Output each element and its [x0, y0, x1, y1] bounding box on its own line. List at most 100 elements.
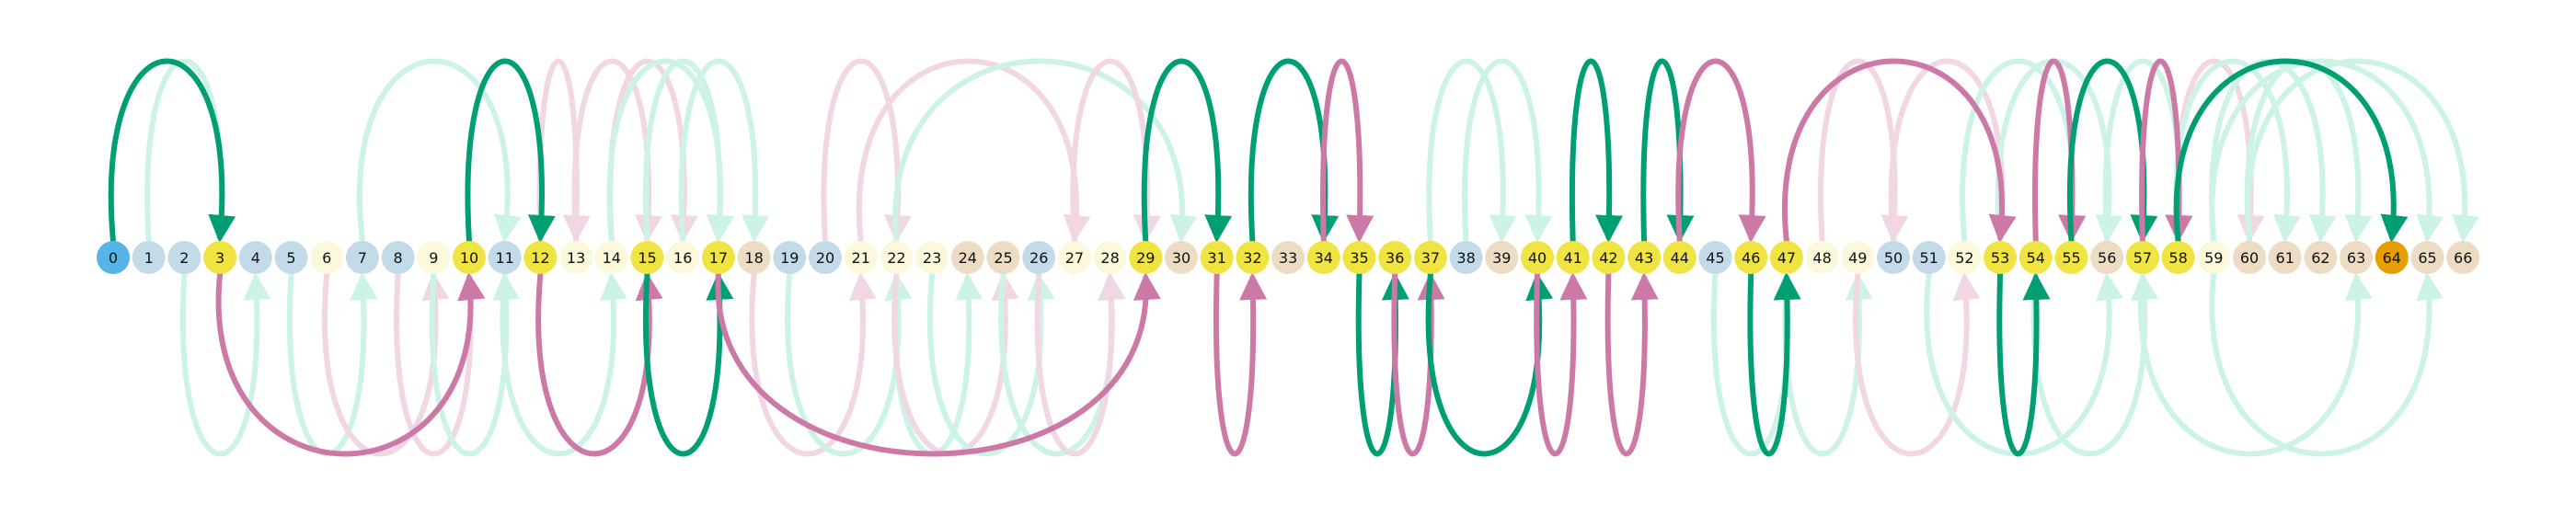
node-41: 41 — [1556, 241, 1590, 274]
node-14-circle — [594, 241, 628, 274]
node-45-circle — [1698, 241, 1732, 274]
node-61-label: 61 — [2276, 249, 2294, 267]
node-43-label: 43 — [1635, 249, 1653, 267]
edge-44-to-46-path — [1675, 58, 1766, 244]
edge-47-to-49-faint — [1782, 271, 1873, 457]
edge-26-to-28-faint — [1034, 271, 1126, 457]
node-45: 45 — [1698, 241, 1732, 274]
node-36-label: 36 — [1386, 249, 1404, 267]
node-35: 35 — [1342, 241, 1376, 274]
node-19-circle — [773, 241, 807, 274]
node-4-label: 4 — [251, 249, 260, 267]
edge-59-to-65-faint — [2209, 58, 2444, 244]
edge-15-to-17-path — [643, 271, 734, 457]
edge-10-to-12-path — [465, 58, 556, 244]
node-55-circle — [2054, 241, 2088, 274]
node-2: 2 — [167, 241, 201, 274]
node-50-label: 50 — [1884, 249, 1903, 267]
node-36-circle — [1378, 241, 1412, 274]
node-29-label: 29 — [1136, 249, 1155, 267]
node-54: 54 — [2018, 241, 2053, 274]
node-57-label: 57 — [2133, 249, 2152, 267]
node-58: 58 — [2161, 241, 2195, 274]
node-12: 12 — [523, 241, 558, 274]
node-7-label: 7 — [358, 249, 367, 267]
node-56: 56 — [2090, 241, 2124, 274]
node-9-circle — [417, 241, 451, 274]
node-10: 10 — [453, 241, 486, 274]
node-57-circle — [2125, 241, 2159, 274]
node-25-circle — [986, 241, 1020, 274]
node-42-label: 42 — [1599, 249, 1617, 267]
node-14-label: 14 — [603, 249, 621, 267]
edge-3-to-10-path — [215, 271, 486, 457]
node-65-circle — [2410, 241, 2444, 274]
node-51: 51 — [1912, 241, 1946, 274]
node-66-label: 66 — [2454, 249, 2472, 267]
node-13-label: 13 — [567, 249, 585, 267]
node-48-label: 48 — [1812, 249, 1831, 267]
node-0-label: 0 — [109, 249, 118, 267]
node-17-label: 17 — [709, 249, 728, 267]
node-63-circle — [2340, 241, 2374, 274]
node-60-label: 60 — [2240, 249, 2259, 267]
node-4: 4 — [238, 241, 272, 274]
edge-20-to-22-faint — [821, 58, 912, 244]
node-22-circle — [880, 241, 914, 274]
node-0: 0 — [97, 241, 130, 274]
edge-46-to-47-path — [1747, 271, 1801, 457]
node-7: 7 — [345, 241, 379, 274]
edge-59-to-65-faint — [2209, 271, 2444, 457]
node-6: 6 — [310, 241, 344, 274]
node-55: 55 — [2054, 241, 2088, 274]
node-62-circle — [2304, 241, 2338, 274]
node-35-label: 35 — [1350, 249, 1368, 267]
edge-38-to-40-faint — [1462, 58, 1553, 244]
node-15-circle — [630, 241, 664, 274]
node-5-label: 5 — [286, 249, 295, 267]
node-29: 29 — [1129, 241, 1163, 274]
node-50-circle — [1877, 241, 1910, 274]
node-11-label: 11 — [496, 249, 514, 267]
node-49-label: 49 — [1848, 249, 1867, 267]
faint-edges-layer — [144, 58, 2479, 457]
node-59-circle — [2197, 241, 2231, 274]
node-24-label: 24 — [959, 249, 977, 267]
node-44: 44 — [1662, 241, 1696, 274]
node-33-circle — [1271, 241, 1305, 274]
node-25-label: 25 — [994, 249, 1012, 267]
node-50: 50 — [1877, 241, 1910, 274]
node-37-circle — [1413, 241, 1447, 274]
node-1: 1 — [132, 241, 166, 274]
node-20-label: 20 — [816, 249, 834, 267]
node-6-circle — [310, 241, 344, 274]
node-28: 28 — [1093, 241, 1127, 274]
node-9: 9 — [417, 241, 451, 274]
node-54-label: 54 — [2027, 249, 2045, 267]
edge-32-to-34-path — [1248, 58, 1340, 244]
edge-40-to-41-path — [1534, 271, 1588, 457]
node-60: 60 — [2233, 241, 2266, 274]
edge-17-to-29-path — [715, 271, 1161, 457]
node-60-circle — [2233, 241, 2266, 274]
node-41-circle — [1556, 241, 1590, 274]
node-38-label: 38 — [1456, 249, 1475, 267]
node-47-circle — [1769, 241, 1803, 274]
node-10-label: 10 — [460, 249, 478, 267]
node-30-circle — [1165, 241, 1198, 274]
node-59-label: 59 — [2204, 249, 2223, 267]
node-21: 21 — [844, 241, 878, 274]
node-65-label: 65 — [2418, 249, 2436, 267]
node-56-label: 56 — [2098, 249, 2116, 267]
node-26-circle — [1022, 241, 1056, 274]
node-65: 65 — [2410, 241, 2444, 274]
node-38-circle — [1449, 241, 1483, 274]
node-19-label: 19 — [780, 249, 799, 267]
node-8-circle — [381, 241, 415, 274]
edge-31-to-32-path — [1213, 271, 1268, 457]
node-27: 27 — [1057, 241, 1091, 274]
edge-36-to-37-path — [1391, 271, 1445, 457]
node-54-circle — [2018, 241, 2053, 274]
node-8-label: 8 — [394, 249, 403, 267]
